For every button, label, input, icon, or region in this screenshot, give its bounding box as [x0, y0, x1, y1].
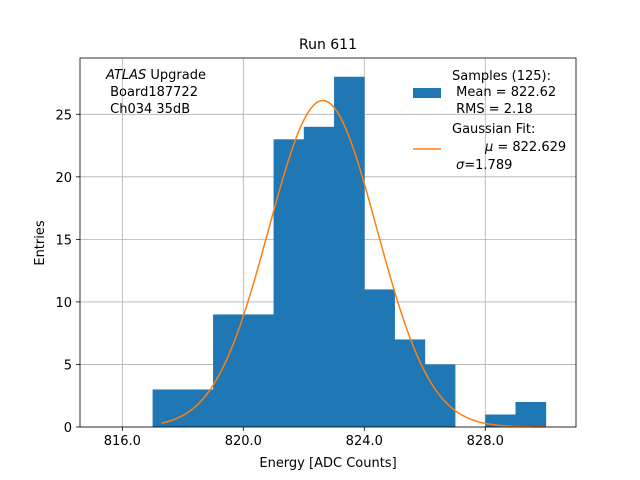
y-tick-label: 20 — [55, 171, 72, 186]
x-tick-label: 820.0 — [225, 434, 262, 449]
x-tick-label: 824.0 — [346, 434, 383, 449]
y-tick-label: 25 — [55, 108, 72, 123]
gaussian-fit-curve — [161, 99, 546, 428]
histogram-bar — [213, 314, 244, 427]
atlas-annotation: ATLAS Upgrade Board187722 Ch034 35dB — [105, 68, 206, 117]
atlas-upgrade-text: Upgrade — [146, 68, 206, 83]
histogram-bar — [303, 126, 335, 428]
plot-frame — [79, 57, 577, 428]
legend-mu-value: = 822.629 — [493, 140, 566, 155]
y-tick-label: 10 — [55, 296, 72, 311]
y-axis-label: Entries — [33, 220, 48, 266]
legend-sigma-value: =1.789 — [464, 158, 512, 173]
histogram-bar — [394, 339, 426, 427]
svg-text:μ = 822.629: μ = 822.629 — [456, 140, 587, 155]
legend-samples-line1: Samples (125): — [452, 69, 551, 84]
histogram-bar — [515, 401, 547, 427]
x-axis-label: Energy [ADC Counts] — [259, 456, 396, 471]
y-tick-label: 0 — [64, 421, 72, 436]
atlas-italic-text: ATLAS — [105, 68, 146, 83]
legend-fit-line1: Gaussian Fit: — [452, 122, 535, 137]
x-ticks: 816.0 820.0 824.0 828.0 — [104, 427, 504, 449]
x-tick-label: 828.0 — [467, 434, 504, 449]
svg-text:σ=1.789: σ=1.789 — [456, 158, 512, 173]
legend-mu-symbol: μ — [484, 140, 493, 155]
histogram-bar — [485, 414, 516, 427]
channel-label: Ch034 35dB — [106, 102, 190, 117]
histogram-bar — [273, 139, 305, 427]
y-tick-label: 15 — [55, 233, 72, 248]
histogram-bar — [152, 389, 184, 427]
histogram-bar — [243, 314, 274, 427]
legend-samples-swatch — [413, 88, 441, 98]
histogram-bar — [334, 76, 365, 428]
svg-text:ATLAS Upgrade: ATLAS Upgrade — [105, 68, 206, 83]
legend-samples-line2: Mean = 822.62 — [452, 85, 556, 100]
x-tick-label: 816.0 — [104, 434, 141, 449]
y-tick-label: 5 — [64, 358, 72, 373]
histogram-bar — [364, 289, 395, 427]
y-ticks: 0 5 10 15 20 25 — [55, 108, 80, 436]
chart-title: Run 611 — [299, 37, 357, 53]
legend-samples-line3: RMS = 2.18 — [452, 102, 533, 117]
histogram-bar — [182, 389, 214, 427]
board-label: Board187722 — [106, 85, 198, 100]
legend: Samples (125): Mean = 822.62 RMS = 2.18 … — [413, 69, 587, 173]
histogram-bars — [152, 76, 547, 428]
legend-sigma-symbol: σ — [456, 158, 465, 173]
